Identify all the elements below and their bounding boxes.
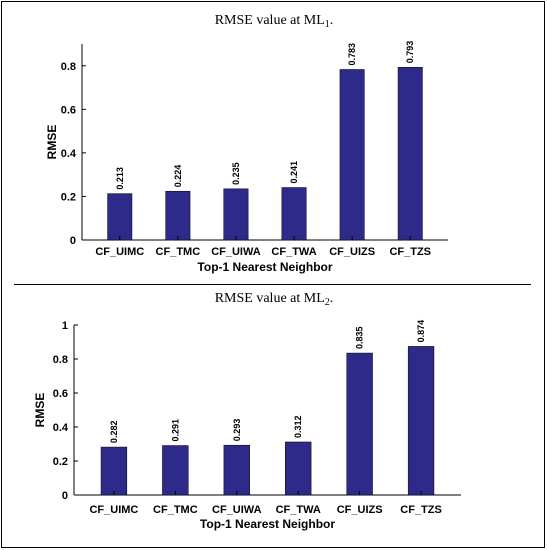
data-label: 0.282	[109, 421, 119, 444]
bar	[407, 346, 435, 496]
bar-chart-1: 0 0.2 0.4 0.6 0.8 0.213 CF_UIMC 0.224 CF_TMC 0.23…	[45, 41, 448, 274]
x-tick-label: CF_UIZS	[329, 246, 375, 258]
bar	[223, 188, 249, 241]
x-tick-label: CF_TZS	[389, 246, 431, 258]
x-tick-label: CF_UIMC	[95, 246, 144, 258]
y-tick-label: 0	[70, 235, 76, 247]
data-label: 0.235	[231, 162, 241, 185]
data-label: 0.783	[347, 43, 357, 66]
bar	[165, 190, 191, 241]
data-label: 0.835	[355, 327, 365, 350]
y-tick-label: 0.2	[53, 456, 68, 468]
x-axis-title: Top-1 Nearest Neighbor	[197, 260, 332, 274]
panel-divider	[14, 284, 531, 285]
data-label: 0.291	[170, 419, 180, 442]
bar	[223, 444, 250, 496]
y-tick-label: 0.6	[61, 104, 76, 116]
x-tick-label: CF_UIMC	[89, 504, 138, 516]
y-tick-label: 1	[62, 320, 68, 332]
data-label: 0.793	[405, 41, 415, 64]
y-tick-label: 0.4	[61, 148, 77, 160]
bar	[285, 441, 312, 496]
y-tick-label: 0.8	[53, 354, 68, 366]
x-tick-label: CF_TZS	[400, 504, 442, 516]
data-label: 0.224	[173, 165, 183, 188]
data-label: 0.874	[416, 320, 426, 343]
chart-title-1: RMSE value at ML1.	[214, 13, 334, 30]
data-label: 0.312	[293, 415, 303, 438]
y-tick-label: 0.8	[61, 61, 76, 73]
bar	[339, 69, 365, 241]
y-tick-label: 0.6	[53, 388, 68, 400]
bar	[397, 67, 423, 241]
chart-title-2: RMSE value at ML2.	[214, 291, 334, 308]
y-axis-title: RMSE	[33, 393, 47, 428]
x-tick-label: CF_UIZS	[337, 504, 383, 516]
x-tick-label: CF_UIWA	[211, 246, 261, 258]
bar	[107, 193, 133, 241]
data-label: 0.213	[115, 167, 125, 190]
y-tick-label: 0.2	[61, 191, 76, 203]
data-label: 0.241	[289, 161, 299, 184]
x-tick-label: CF_TMC	[153, 504, 198, 516]
y-tick-label: 0	[62, 490, 68, 502]
bar	[100, 446, 128, 496]
bar	[281, 187, 307, 241]
x-axis-title: Top-1 Nearest Neighbor	[200, 517, 335, 531]
x-tick-label: CF_TWA	[271, 246, 316, 258]
x-tick-label: CF_UIWA	[212, 504, 262, 516]
data-label: 0.293	[232, 419, 242, 442]
x-tick-label: CF_TWA	[276, 504, 321, 516]
bar	[346, 352, 373, 496]
y-axis-title: RMSE	[45, 125, 59, 160]
x-tick-label: CF_TMC	[156, 246, 201, 258]
bar	[162, 445, 189, 496]
y-tick-label: 0.4	[53, 422, 69, 434]
